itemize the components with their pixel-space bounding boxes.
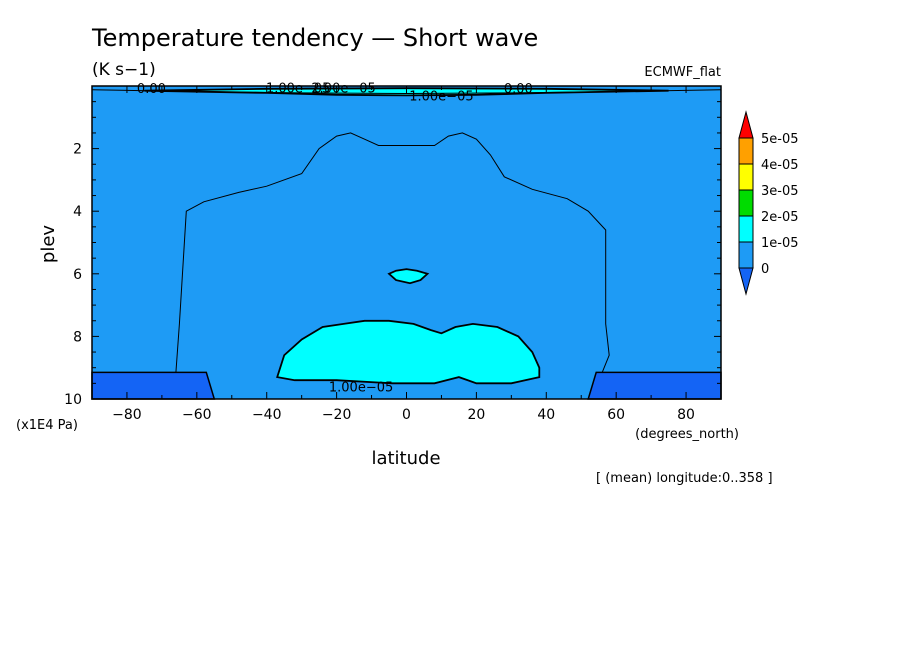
colorbar-label: 5e-05 (761, 132, 799, 147)
masked-region-2 (587, 371, 722, 400)
colorbar-label: 3e-05 (761, 184, 799, 199)
contour-region-1 (276, 319, 541, 385)
x-axis-units: (degrees_north) (635, 427, 739, 442)
contour-label-2: 0.00 (504, 82, 533, 97)
colorbar-below-triangle (738, 267, 754, 296)
colorbar-label: 1e-05 (761, 236, 799, 251)
colorbar: 0 1e-05 2e-05 3e-05 4e-05 5e-05 (738, 110, 799, 296)
longitude-note: [ (mean) longitude:0..358 ] (596, 471, 773, 486)
chart-units: (K s−1) (92, 60, 156, 80)
contour-label-4: 2.00e−05 (311, 82, 375, 97)
plot-area: 0.00 0.001.00e−052.00e−051.00e−051.00e−05… (64, 82, 722, 423)
x-tick-label: −60 (182, 407, 212, 423)
x-tick-label: 60 (607, 407, 625, 423)
y-axis-units: (x1E4 Pa) (16, 418, 78, 433)
colorbar-label: 2e-05 (761, 210, 799, 225)
colorbar-label: 4e-05 (761, 158, 799, 173)
y-tick-label: 4 (73, 204, 82, 220)
chart-title: Temperature tendency — Short wave (91, 24, 538, 52)
y-tick-label: 10 (64, 392, 82, 408)
x-tick-label: −40 (252, 407, 282, 423)
chart-source: ECMWF_flat (644, 65, 721, 80)
colorbar-segment (738, 241, 754, 269)
y-axis-label: plev (38, 225, 59, 264)
colorbar-segment (738, 189, 754, 217)
masked-regions (91, 371, 722, 400)
contour-label-6: 1.00e−05 (329, 380, 393, 395)
axis-ticks: −80 −60 −40 −20 0 20 40 60 80 2 4 6 8 10 (64, 85, 722, 423)
colorbar-label: 0 (761, 262, 769, 277)
contour-line-zero (175, 132, 610, 373)
y-tick-label: 2 (73, 142, 82, 158)
contour-region-2 (387, 268, 430, 285)
contour-label-5: 1.00e−05 (409, 89, 473, 104)
x-tick-label: 20 (467, 407, 485, 423)
colorbar-segment (738, 215, 754, 243)
colorbar-segment (738, 163, 754, 191)
masked-region-1 (91, 371, 216, 400)
x-tick-label: −20 (322, 407, 352, 423)
colorbar-segment (738, 137, 754, 165)
x-tick-label: −80 (112, 407, 142, 423)
colorbar-above-triangle (738, 110, 754, 139)
x-axis-label: latitude (371, 448, 440, 469)
x-tick-label: 40 (537, 407, 555, 423)
y-tick-label: 6 (73, 267, 82, 283)
x-tick-label: 80 (677, 407, 695, 423)
x-tick-label: 0 (402, 407, 411, 423)
y-tick-label: 8 (73, 329, 82, 345)
